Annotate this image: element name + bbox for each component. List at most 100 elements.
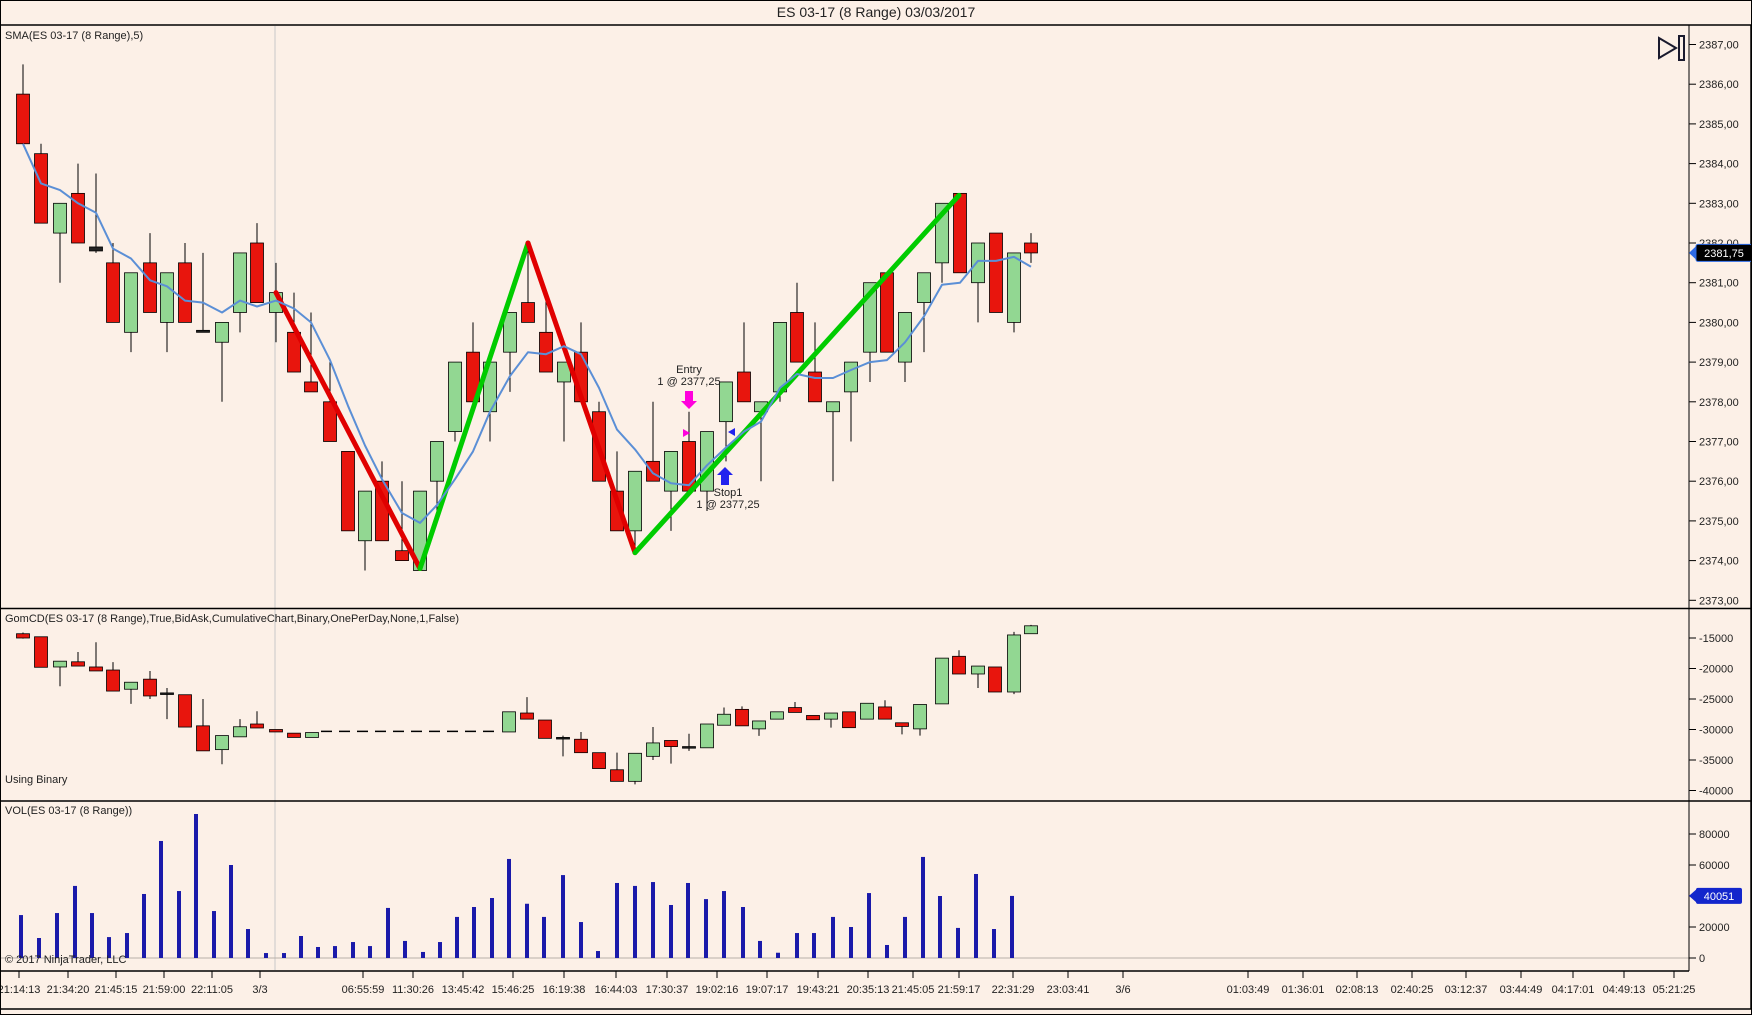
volume-bar [669,904,673,958]
candle-body [233,252,247,313]
gomcd-body [269,729,283,733]
gomcd-body [160,692,174,695]
volume-bar [90,913,94,958]
gomcd-body [628,752,642,782]
volume-bar [867,893,871,958]
time-tick-label: 01:03:49 [1227,984,1270,996]
entry-fill-icon [683,429,690,437]
gomcd-body [250,723,264,729]
volume-bar [351,942,355,958]
time-tick-label: 03:44:49 [1500,984,1543,996]
gomcd-body [34,636,48,668]
volume-bar [795,933,799,958]
candle-body [304,381,318,393]
candle-body [89,246,103,252]
time-tick-label: 22:11:05 [191,984,233,996]
volume-bar [633,885,637,958]
gomcd-body [178,694,192,728]
time-tick-label: 15:46:25 [492,984,535,996]
sma-indicator-label: SMA(ES 03-17 (8 Range),5) [5,30,144,42]
candle-body [682,441,696,492]
step-forward-icon[interactable] [1658,35,1685,61]
candle-body [323,401,337,442]
time-tick-label: 01:36:01 [1282,984,1325,996]
gomcd-body [895,722,909,727]
gomcd-body [610,769,624,782]
volume-bar [831,916,835,958]
gomcd-tick-label: -15000 [1699,633,1733,645]
volume-bar [885,944,889,958]
time-tick-label: 11:30:26 [392,984,434,996]
gomcd-body [305,732,319,738]
gomcd-body [556,737,570,740]
gomcd-body [878,706,892,720]
volume-bar [212,911,216,958]
time-tick-label: 19:07:17 [746,984,789,996]
volume-bar [651,882,655,958]
price-tick-label: 2383,00 [1699,198,1739,210]
candle-body [664,451,678,492]
candle-body [430,441,444,482]
volume-bar [55,913,59,958]
volume-bar [368,946,372,958]
time-tick-label: 16:44:03 [595,984,638,996]
volume-bar [472,907,476,958]
gomcd-tick-label: -35000 [1699,755,1733,767]
volume-bar [758,940,762,958]
volume-bar [938,896,942,958]
candle-body [917,272,931,303]
gomcd-body [752,720,766,730]
zigzag-line [417,240,531,572]
gomcd-body [717,713,731,726]
price-tick-label: 2384,00 [1699,159,1739,171]
candle-body [880,272,894,353]
chart-title: ES 03-17 (8 Range) 03/03/2017 [776,4,976,20]
gomcd-status-label: Using Binary [5,774,68,786]
candle-body [34,153,48,224]
volume-bar [849,927,853,958]
entry-annotation: Entry 1 @ 2377,25 [624,364,754,388]
candle-body [773,321,787,393]
volume-bar [107,937,111,958]
volume-bar [37,938,41,958]
candle-body [358,490,372,542]
gomcd-body [988,666,1002,693]
price-tick-label: 2378,00 [1699,397,1739,409]
candle-body [448,361,462,432]
gomcd-body [935,657,949,705]
candle-body [160,272,174,323]
time-tick-label: 05:21:25 [1653,984,1696,996]
time-tick-label: 20:35:13 [847,984,890,996]
volume-bar [704,899,708,958]
volume-bar [125,933,129,958]
volume-bar [299,935,303,958]
gomcd-body [502,711,516,733]
gomcd-body [196,725,210,752]
copyright-label: © 2017 NinjaTrader, LLC [5,954,127,966]
step-forward-triangle[interactable] [1658,36,1678,60]
step-forward-bar[interactable] [1678,35,1685,61]
volume-bar [403,940,407,958]
volume-bar [229,865,233,958]
volume-bar [507,858,511,958]
volume-bar [722,891,726,958]
gomcd-body [215,735,229,751]
candle-body [646,460,660,482]
gomcd-tick-label: -30000 [1699,725,1733,737]
candle-body [790,312,804,363]
candle-body [106,262,120,323]
time-tick-label: 13:45:42 [442,984,485,996]
volume-bar [686,882,690,958]
price-tick-label: 2385,00 [1699,119,1739,131]
time-tick-label: 21:59:00 [143,984,186,996]
gomcd-body [770,711,784,720]
gomcd-body [574,738,588,754]
gomcd-tick-label: -25000 [1699,694,1733,706]
candle-body [808,371,822,403]
volume-tick-label: 60000 [1699,860,1730,872]
time-tick-label: 03:12:37 [1445,984,1488,996]
volume-tag-label: 40051 [1704,891,1735,903]
vol-indicator-label: VOL(ES 03-17 (8 Range)) [5,805,133,817]
time-tick-label: 21:34:20 [47,984,90,996]
candle-body [341,451,355,532]
